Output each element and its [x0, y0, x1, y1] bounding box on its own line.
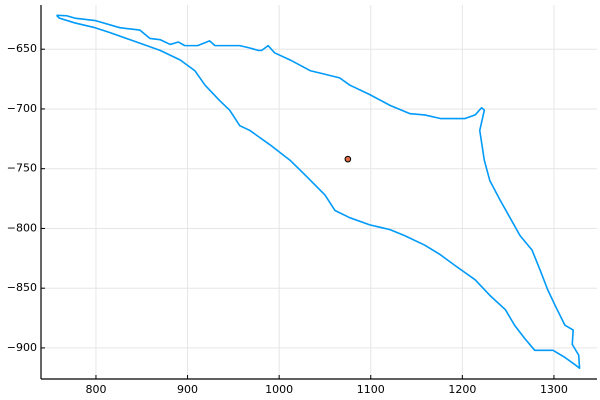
x-tick-label: 900 [177, 383, 198, 396]
line [55, 14, 581, 370]
y-tick-label: −900 [7, 341, 37, 354]
x-tick-label: 1000 [265, 383, 293, 396]
y-tick-label: −700 [7, 102, 37, 115]
y-tick-label: −800 [7, 221, 37, 234]
x-tick-label: 1100 [357, 383, 385, 396]
x-tick-label: 1300 [540, 383, 568, 396]
point [344, 155, 352, 163]
x-tick-label: 1200 [448, 383, 476, 396]
x-tick-label: 800 [85, 383, 106, 396]
y-tick-label: −850 [7, 281, 37, 294]
y-tick-label: −750 [7, 162, 37, 175]
y-tick-label: −650 [7, 42, 37, 55]
